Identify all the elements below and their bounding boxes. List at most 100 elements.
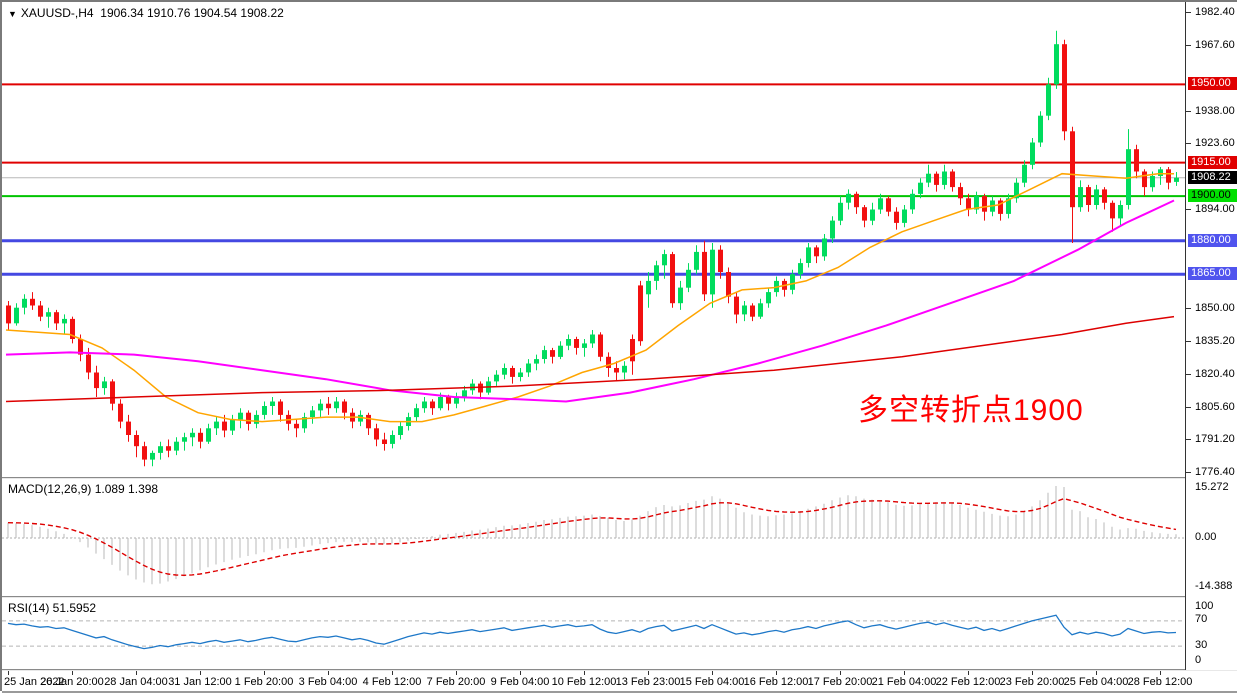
time-tick (712, 671, 713, 675)
chart-title-symbol: XAUUSD-,H4 (20, 6, 94, 20)
price-axis-label: 1923.60 (1195, 137, 1235, 149)
time-tick (1032, 671, 1033, 675)
chart-title: ▼ XAUUSD-,H4 1906.34 1910.76 1904.54 1908… (8, 6, 284, 20)
time-axis-label: 3 Feb 04:00 (298, 676, 358, 688)
price-axis-label: 1967.60 (1195, 39, 1235, 51)
time-axis-label: 1 Feb 20:00 (234, 676, 294, 688)
time-tick (648, 671, 649, 675)
time-tick (456, 671, 457, 675)
time-tick (264, 671, 265, 675)
time-tick (584, 671, 585, 675)
macd-axis-label: 0.00 (1195, 531, 1217, 543)
rsi-axis-label: 70 (1195, 613, 1208, 625)
price-line-badge[interactable]: 1865.00 (1188, 267, 1237, 280)
candlestick-chart[interactable] (2, 2, 1185, 477)
time-tick (840, 671, 841, 675)
time-axis-label: 13 Feb 23:00 (615, 676, 681, 688)
price-axis-label: 1894.00 (1195, 203, 1235, 215)
time-tick (520, 671, 521, 675)
time-axis-label: 31 Jan 12:00 (168, 676, 232, 688)
ma-slow-red[interactable] (5, 315, 1175, 403)
time-axis-label: 15 Feb 04:00 (679, 676, 745, 688)
candles[interactable] (6, 30, 1179, 467)
main-chart-pane[interactable]: ▼ XAUUSD-,H4 1906.34 1910.76 1904.54 1908… (2, 2, 1237, 477)
rsi-axis-label: 100 (1195, 600, 1214, 612)
rsi-chart[interactable] (2, 598, 1185, 669)
time-axis-label: 4 Feb 12:00 (362, 676, 422, 688)
annotation-text[interactable]: 多空转折点1900 (858, 394, 1084, 427)
time-tick (392, 671, 393, 675)
time-tick (968, 671, 969, 675)
time-tick (200, 671, 201, 675)
price-axis-label: 1776.40 (1195, 466, 1235, 478)
time-tick (1160, 671, 1161, 675)
price-axis-label: 1982.40 (1195, 6, 1235, 18)
price-axis-label: 1938.00 (1195, 105, 1235, 117)
price-tick (1186, 374, 1191, 375)
rsi-pane[interactable]: RSI(14) 51.5952 (2, 598, 1237, 669)
time-axis-label: 17 Feb 20:00 (807, 676, 873, 688)
price-tick (1186, 341, 1191, 342)
price-axis-label: 1791.20 (1195, 433, 1235, 445)
time-axis-label: 22 Feb 12:00 (935, 676, 1001, 688)
ma-fast-orange[interactable] (5, 172, 1174, 423)
price-tick (1186, 209, 1191, 210)
time-axis-label: 25 Jan 2022 (4, 676, 65, 688)
price-axis-label: 1820.40 (1195, 368, 1235, 380)
macd-axis-label: -14.388 (1195, 580, 1233, 592)
time-axis-label: 28 Feb 12:00 (1127, 676, 1193, 688)
price-axis-label: 1850.00 (1195, 302, 1235, 314)
price-line-badge[interactable]: 1915.00 (1188, 156, 1237, 169)
macd-label: MACD(12,26,9) 1.089 1.398 (8, 482, 159, 496)
time-axis-label: 25 Feb 04:00 (1063, 676, 1129, 688)
rsi-line (7, 614, 1177, 650)
time-axis-label: 28 Jan 04:00 (104, 676, 168, 688)
price-tick (1186, 45, 1191, 46)
ma-mid-magenta[interactable] (5, 199, 1175, 403)
chevron-down-icon[interactable]: ▼ (8, 9, 17, 19)
rsi-label: RSI(14) 51.5952 (8, 601, 97, 615)
price-tick (1186, 143, 1191, 144)
price-axis[interactable]: 1982.40 1967.60 1938.00 1923.60 1894.00 1850.… (1186, 2, 1237, 670)
time-tick (136, 671, 137, 675)
price-line-badge[interactable]: 1900.00 (1188, 189, 1237, 202)
macd-pane[interactable]: MACD(12,26,9) 1.089 1.398 (2, 479, 1237, 596)
time-tick (328, 671, 329, 675)
time-tick (904, 671, 905, 675)
time-tick (776, 671, 777, 675)
time-axis-label: 7 Feb 20:00 (426, 676, 486, 688)
pane-separator (2, 669, 1237, 671)
time-axis[interactable]: 25 Jan 2022 26 Jan 20:00 28 Jan 04:00 31 Ja… (2, 671, 1237, 693)
price-tick (1186, 439, 1191, 440)
time-tick (72, 671, 73, 675)
time-axis-label: 26 Jan 20:00 (40, 676, 104, 688)
macd-axis-label: 15.272 (1195, 481, 1229, 493)
pane-separator[interactable] (2, 596, 1237, 598)
price-axis-label: 1835.20 (1195, 335, 1235, 347)
macd-histogram (7, 486, 1177, 585)
current-price-badge: 1908.22 (1188, 171, 1237, 184)
price-tick (1186, 472, 1191, 473)
price-line-badge[interactable]: 1880.00 (1188, 234, 1237, 247)
time-axis-label: 23 Feb 20:00 (999, 676, 1065, 688)
price-line-badge[interactable]: 1950.00 (1188, 77, 1237, 90)
pane-separator[interactable] (2, 477, 1237, 479)
time-axis-label: 9 Feb 04:00 (490, 676, 550, 688)
macd-signal-line (7, 497, 1177, 577)
chart-title-ohlc: 1906.34 1910.76 1904.54 1908.22 (100, 6, 284, 20)
time-axis-label: 21 Feb 04:00 (871, 676, 937, 688)
price-tick (1186, 308, 1191, 309)
time-axis-label: 16 Feb 12:00 (743, 676, 809, 688)
price-axis-label: 1805.60 (1195, 401, 1235, 413)
macd-chart[interactable] (2, 479, 1185, 596)
time-tick (8, 671, 9, 675)
price-tick (1186, 407, 1191, 408)
price-tick (1186, 12, 1191, 13)
rsi-axis-label: 0 (1195, 654, 1202, 666)
price-tick (1186, 111, 1191, 112)
axis-separator (1185, 2, 1186, 670)
time-tick (1096, 671, 1097, 675)
time-axis-label: 10 Feb 12:00 (551, 676, 617, 688)
rsi-axis-label: 30 (1195, 639, 1208, 651)
